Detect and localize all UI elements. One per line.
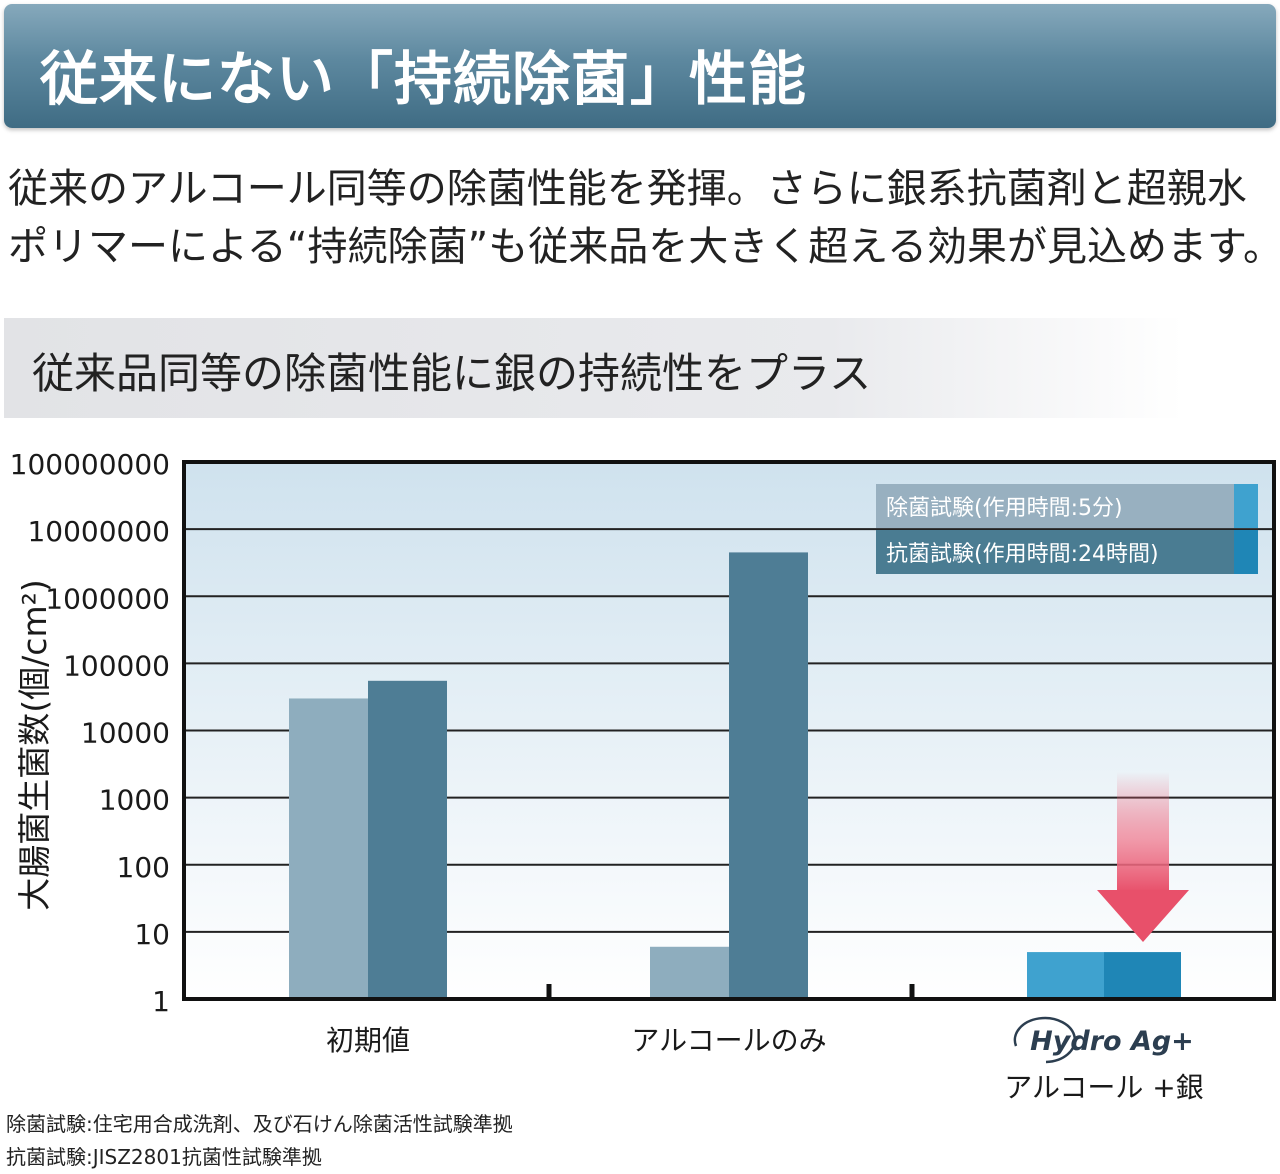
legend-label: 抗菌試験(作用時間:24時間) [886, 542, 1159, 567]
y-tick-label: 1000000 [45, 582, 170, 615]
logo-swoosh [1013, 1016, 1077, 1064]
intro-line-1: 従来のアルコール同等の除菌性能を発揮。さらに銀系抗菌剤と超親水 [8, 166, 1247, 212]
bar [368, 680, 447, 999]
footnote-sterilization-test: 除菌試験:住宅用合成洗剤、及び石けん除菌活性試験準拠 [6, 1112, 513, 1136]
y-tick-label: 100000000 [10, 448, 170, 481]
footnotes: 除菌試験:住宅用合成洗剤、及び石けん除菌活性試験準拠 抗菌試験:JISZ2801… [6, 1108, 513, 1174]
bar [1027, 952, 1104, 999]
page-title: 従来にない「持続除菌」性能 [40, 45, 808, 113]
y-tick-labels: 100000000 10000000 1000000 100000 10000 1000 1… [10, 448, 170, 1018]
legend-item-bg [876, 530, 1258, 574]
bar [729, 552, 808, 999]
subheading-bar [4, 318, 1184, 418]
legend-label: 除菌試験(作用時間:5分) [886, 496, 1123, 521]
y-tick-label: 100000 [63, 649, 170, 682]
y-tick-label: 100 [117, 851, 170, 884]
intro-line-2: ポリマーによる“持続除菌”も従来品を大きく超える効果が見込めます。 [8, 224, 1280, 270]
y-axis-label: 大腸菌生菌数(個/cm²) [15, 579, 54, 910]
down-arrow-icon [1097, 772, 1189, 942]
legend: 除菌試験(作用時間:5分) 抗菌試験(作用時間:24時間) [876, 484, 1258, 574]
bar [289, 698, 368, 999]
intro-text: 従来のアルコール同等の除菌性能を発揮。さらに銀系抗菌剤と超親水 ポリマーによる“… [8, 160, 1280, 276]
title-banner: 従来にない「持続除菌」性能 [4, 4, 1276, 128]
logo-text: Hydro Ag+ [1030, 1026, 1194, 1057]
x-category-label: アルコールのみ [631, 1024, 826, 1057]
hydro-ag-logo: Hydro Ag+ [1013, 1016, 1194, 1064]
subheading: 従来品同等の除菌性能に銀の持続性をプラス [32, 349, 872, 398]
y-tick-label: 10000 [81, 717, 170, 750]
x-category-label: アルコール +銀 [1004, 1071, 1204, 1104]
legend-swatch [1234, 530, 1258, 574]
y-tick-label: 10 [134, 918, 170, 951]
y-tick-label: 10000000 [27, 515, 170, 548]
legend-item-bg [876, 484, 1258, 528]
y-tick-label: 1000 [99, 784, 170, 817]
legend-swatch [1234, 484, 1258, 528]
x-tick-marks [546, 984, 915, 999]
bar [650, 946, 729, 999]
bar [1104, 952, 1181, 999]
x-category-label: 初期値 [326, 1024, 410, 1057]
plot-frame [182, 460, 1276, 1001]
y-tick-label: 1 [152, 985, 170, 1018]
bars [289, 552, 1181, 999]
bacteria-count-chart: 100000000 10000000 1000000 100000 10000 1000 1… [10, 448, 1276, 1104]
footnote-antibacterial-test: 抗菌試験:JISZ2801抗菌性試験準拠 [6, 1145, 322, 1169]
